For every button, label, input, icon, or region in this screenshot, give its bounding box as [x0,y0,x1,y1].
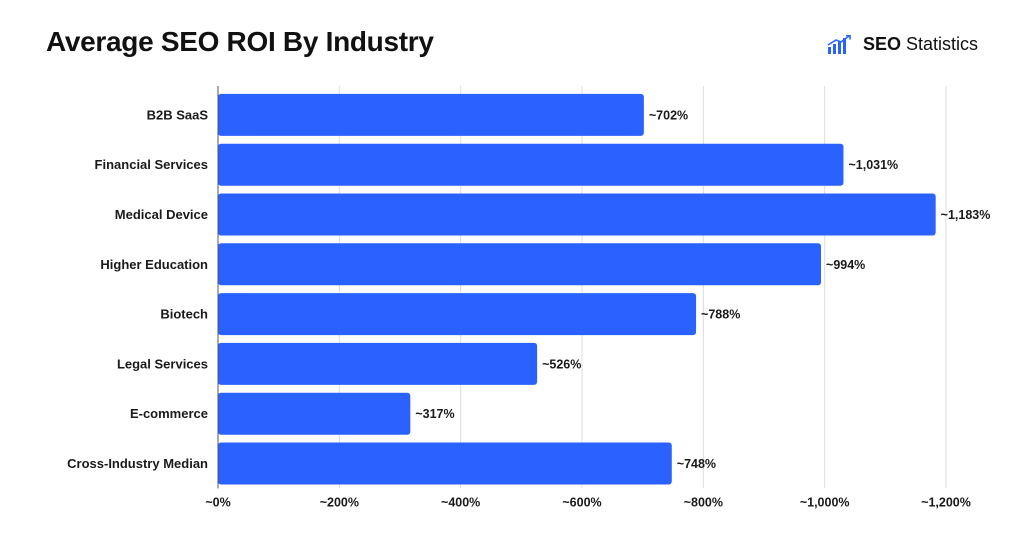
x-tick-label: ~1,000% [800,495,850,509]
bar [218,342,538,385]
x-tick-label: ~600% [562,495,601,509]
category-label: E-commerce [130,406,208,421]
x-tick-label: ~0% [205,495,230,509]
value-label: ~748% [677,457,716,471]
value-label: ~994% [826,258,865,272]
category-label: Medical Device [115,207,208,222]
bar [218,243,822,286]
bar [218,392,411,435]
bar [218,143,844,186]
chart-title: Average SEO ROI By Industry [46,26,434,57]
x-tick-label: ~400% [441,495,480,509]
value-label: ~1,183% [941,208,991,222]
category-label: Higher Education [100,257,208,272]
category-label: B2B SaaS [147,107,209,122]
bar [218,93,644,136]
bar [218,193,936,236]
brand-logo: SEO Statistics [827,34,978,55]
value-label: ~1,031% [848,158,898,172]
value-label: ~317% [415,407,454,421]
x-tick-label: ~800% [684,495,723,509]
value-label: ~788% [701,308,740,322]
category-label: Cross-Industry Median [67,456,208,471]
category-label: Financial Services [95,157,208,172]
x-tick-label: ~1,200% [921,495,971,509]
brand-name-rest: Statistics [900,34,978,54]
bar-chart-logo-icon [827,34,851,54]
brand-name: SEO Statistics [863,34,978,55]
value-label: ~702% [649,108,688,122]
category-label: Legal Services [117,356,208,371]
category-label: Biotech [160,307,208,322]
bar [218,442,672,485]
value-label: ~526% [542,357,581,371]
brand-name-bold: SEO [862,34,901,54]
bar [218,293,697,336]
x-tick-label: ~200% [320,495,359,509]
